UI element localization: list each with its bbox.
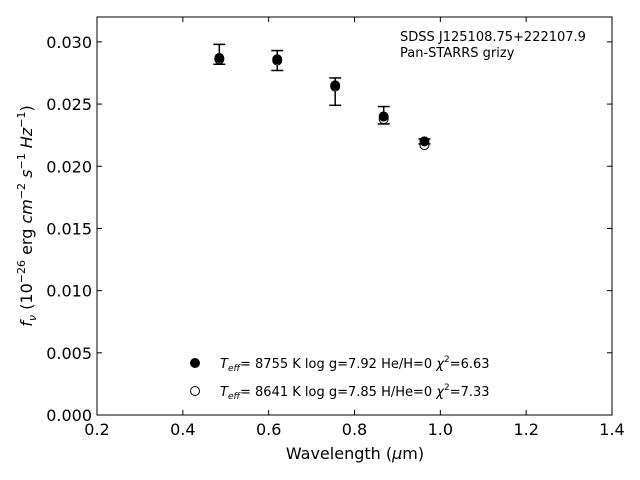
legend-marker-filled (190, 358, 200, 368)
y-tick-label: 0.005 (46, 344, 92, 363)
legend-marker-open (190, 386, 200, 396)
y-tick-label: 0.000 (46, 406, 92, 425)
x-axis-title: Wavelength (μm) (286, 444, 424, 463)
legend-label-1: Teff= 8755 K log g=7.92 He/H=0 χ2=6.63 (220, 355, 490, 374)
x-tick-label: 0.2 (84, 420, 109, 439)
filled-circle-point (330, 80, 341, 91)
filled-circle-point (419, 136, 430, 147)
error-bars (213, 43, 431, 145)
filled-circle-point (378, 111, 389, 122)
filled-circle-point (214, 53, 225, 64)
annotation-survey: Pan-STARRS grizy (400, 46, 515, 61)
y-tick-label: 0.010 (46, 282, 92, 301)
annotation-object-name: SDSS J125108.75+222107.9 (400, 30, 586, 45)
legend-label-2: Teff= 8641 K log g=7.85 H/He=0 χ2=7.33 (220, 383, 490, 402)
y-axis-title: fν (10−26 erg cm−2 s−1 Hz−1) (15, 105, 39, 326)
legend: Teff= 8755 K log g=7.92 He/H=0 χ2=6.63 T… (190, 355, 490, 402)
x-tick-label: 0.4 (170, 420, 195, 439)
axis-ticks: 0.2 0.4 0.6 0.8 1.0 1.2 1.4 0.000 0.005 0.010 0.01… (46, 17, 625, 439)
x-tick-label: 0.6 (256, 420, 281, 439)
x-tick-label: 0.8 (342, 420, 367, 439)
data-points (214, 53, 430, 151)
y-tick-label: 0.020 (46, 157, 92, 176)
y-tick-label: 0.030 (46, 33, 92, 52)
filled-circle-point (272, 54, 283, 65)
y-tick-label: 0.015 (46, 219, 92, 238)
x-tick-label: 1.2 (513, 420, 538, 439)
plot-frame (96, 16, 613, 416)
x-tick-label: 1.0 (428, 420, 453, 439)
x-tick-label: 1.4 (599, 420, 624, 439)
y-tick-label: 0.025 (46, 95, 92, 114)
